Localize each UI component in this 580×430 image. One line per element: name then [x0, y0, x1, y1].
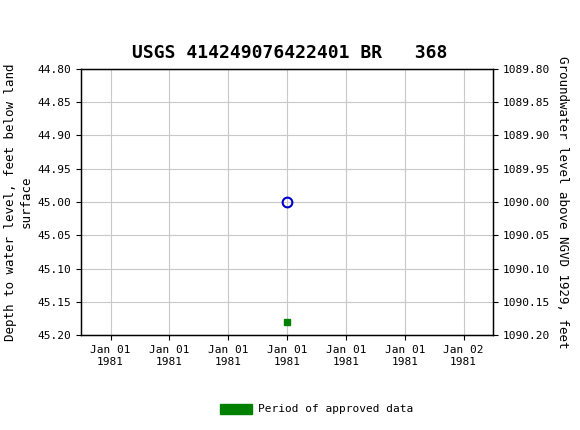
Text: ≡USGS: ≡USGS	[12, 16, 75, 36]
Y-axis label: Depth to water level, feet below land
surface: Depth to water level, feet below land su…	[4, 63, 32, 341]
Text: Period of approved data: Period of approved data	[258, 403, 414, 414]
Y-axis label: Groundwater level above NGVD 1929, feet: Groundwater level above NGVD 1929, feet	[556, 56, 568, 348]
Text: USGS 414249076422401 BR   368: USGS 414249076422401 BR 368	[132, 44, 448, 62]
